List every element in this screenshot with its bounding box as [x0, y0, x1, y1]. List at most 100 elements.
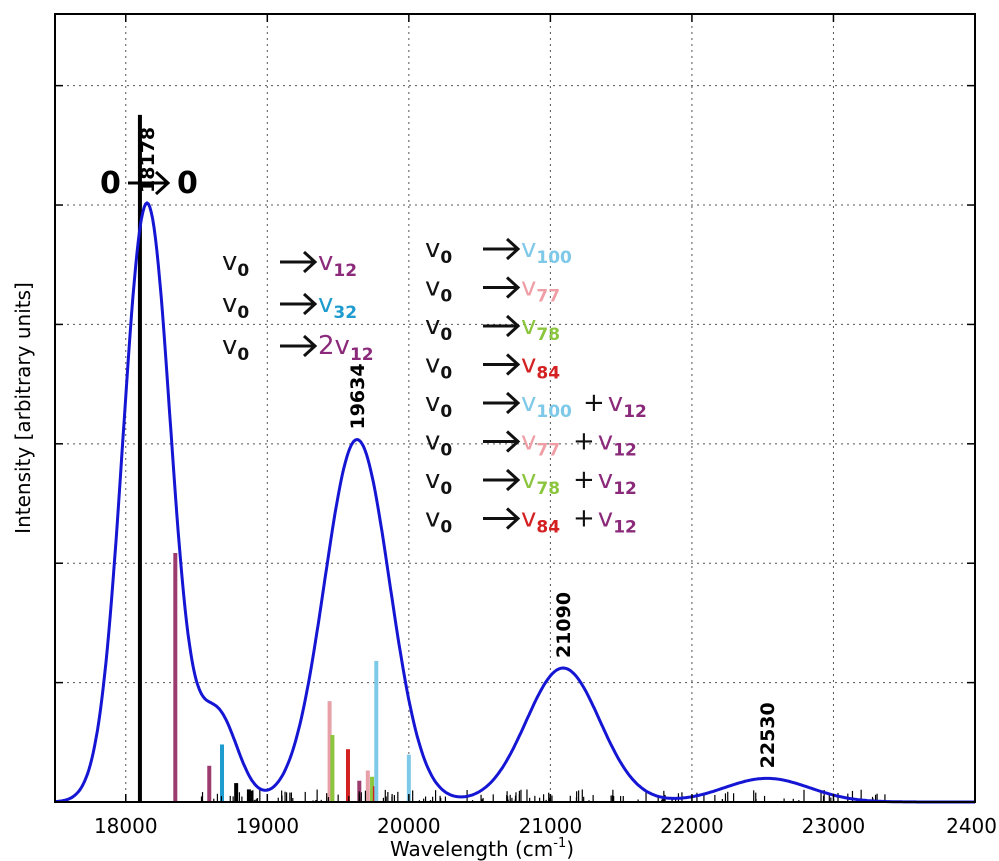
right-annotation-base-symbol-5: v: [425, 427, 440, 457]
stick-13: [374, 660, 379, 802]
right-annotation-plus-sign-5: +: [573, 427, 595, 457]
right-annotation-plus-sub-6: 12: [613, 479, 637, 499]
right-annotation-target-3: v84: [521, 350, 560, 384]
left-annotation-row-2: v0 2v12: [222, 331, 374, 365]
right-annotation-base-sub-6: 0: [440, 479, 452, 499]
right-annotation-target-4: v100: [521, 388, 572, 422]
right-annotation-row-3: v0 v84: [425, 350, 560, 384]
right-annotation-base-5: v0: [425, 427, 452, 461]
right-annotation-plus-7: + v12: [573, 504, 637, 538]
left-annotation-target-2: 2v12: [318, 331, 374, 365]
right-annotation-plus-symbol-4: v: [608, 388, 623, 418]
stick-6: [327, 701, 332, 802]
left-annotation-base-1: v0: [222, 289, 249, 323]
y-axis-ticks: [55, 84, 975, 684]
left-annotation-target-symbol-1: v: [318, 289, 333, 319]
right-annotation-base-sub-4: 0: [440, 402, 452, 422]
envelope-line: [54, 201, 975, 804]
right-annotation-target-symbol-7: v: [521, 504, 536, 534]
right-annotation-plus-symbol-5: v: [598, 427, 613, 457]
right-annotation-arrow-head-5: [505, 430, 521, 453]
right-annotation-plus-symbol-7: v: [598, 504, 613, 534]
right-annotation-plus-sign-6: +: [573, 465, 595, 495]
right-annotation-plus-sub-5: 12: [613, 441, 637, 461]
zero-arrow-head: [154, 170, 171, 196]
right-annotation-plus-sign-7: +: [573, 504, 595, 534]
right-annotation-row-2: v0 v78: [425, 311, 560, 345]
right-annotation-target-2: v78: [521, 311, 560, 345]
right-annotation-target-1: v77: [521, 273, 560, 307]
right-annotation-target-symbol-0: v: [521, 234, 536, 264]
right-annotation-base-sub-0: 0: [440, 248, 452, 268]
left-annotation-row-0: v0 v12: [222, 247, 357, 281]
left-annotation-base-sub-1: 0: [237, 303, 249, 323]
left-annotation-target-sub-0: 12: [333, 261, 357, 281]
right-annotation-target-sub-0: 100: [536, 248, 572, 268]
left-annotation-target-symbol-2: v: [335, 331, 350, 361]
x-axis-ticks: 18000 19000 20000 21000 22000 23000 2400: [94, 14, 997, 838]
stick-0: [137, 114, 142, 802]
left-annotation-arrow-head-0: [302, 250, 318, 274]
stick-8: [345, 749, 350, 802]
right-annotation-arrow-head-4: [505, 391, 521, 415]
stick-1: [173, 552, 178, 802]
right-annotation-target-sub-1: 77: [536, 287, 560, 307]
left-annotation-base-0: v0: [222, 247, 249, 281]
right-annotation-target-sub-2: 78: [536, 325, 560, 345]
left-annotation-row-1: v0 v32: [222, 289, 357, 323]
right-annotation-target-symbol-3: v: [521, 350, 536, 380]
peak-labels: 18178 19634 21090 22530: [137, 127, 779, 768]
right-annotation-arrow-head-1: [505, 276, 521, 299]
right-annotation-row-7: v 0 v84 + v12: [425, 504, 637, 538]
right-annotation-base-sub-3: 0: [440, 364, 452, 384]
x-axis-label-text: Wavelength (cm: [390, 837, 553, 861]
right-annotation-target-symbol-4: v: [521, 388, 536, 418]
stick-5: [246, 789, 251, 802]
right-annotation-arrow-head-7: [505, 507, 521, 530]
right-annotation-base-sub-7: 0: [440, 518, 452, 538]
right-annotation-base-symbol-2: v: [425, 311, 440, 341]
right-annotation-arrow-head-3: [505, 353, 521, 376]
peak-label-3: 21090: [553, 592, 575, 658]
peak-label-2: 19634: [347, 363, 369, 429]
left-annotation-target-sub-1: 32: [333, 303, 357, 323]
right-annotation-plus-5: + v12: [573, 427, 637, 461]
stick-2: [207, 765, 212, 802]
x-tick-label-0: 18000: [94, 814, 158, 838]
left-annotation-target-1: v32: [318, 289, 357, 323]
left-annotation-base-2: v0: [222, 331, 249, 365]
right-annotation-base-symbol-6: v: [425, 465, 440, 495]
left-annotation-arrow-head-1: [302, 292, 318, 316]
plot-frame: [54, 13, 976, 803]
x-tick-label-3: 21000: [519, 814, 583, 838]
right-annotation-base-sub-5: 0: [440, 441, 452, 461]
left-annotation-target-coef-2: 2: [318, 331, 335, 361]
right-annotation-target-sub-3: 84: [536, 364, 560, 384]
right-annotation-target-sub-5: 77: [536, 441, 560, 461]
right-annotation-base-6: v0: [425, 465, 452, 499]
zero-zero-annotation: 0 0: [100, 166, 198, 201]
x-axis-label-close: ): [566, 837, 574, 861]
left-annotation-arrow-head-2: [302, 334, 318, 358]
right-annotation-target-symbol-6: v: [521, 465, 536, 495]
right-annotation-target-7: v84: [521, 504, 560, 538]
right-annotation-base-3: v0: [425, 350, 452, 384]
stick-7: [330, 735, 335, 802]
right-annotation-target-sub-6: 78: [536, 479, 560, 499]
right-annotation-target-sub-4: 100: [536, 402, 572, 422]
right-annotation-base-sub-1: 0: [440, 287, 452, 307]
right-annotation-target-6: v78: [521, 465, 560, 499]
right-annotation-target-symbol-2: v: [521, 311, 536, 341]
right-annotation-plus-4: + v12: [583, 388, 647, 422]
right-annotation-base-symbol-4: v: [425, 388, 440, 418]
left-annotation-base-symbol-2: v: [222, 331, 237, 361]
stick-4: [234, 783, 239, 802]
left-annotation-target-sub-2: 12: [350, 345, 374, 365]
x-tick-label-2: 20000: [377, 814, 441, 838]
x-axis-label-sup: -1: [553, 836, 566, 851]
right-annotation-row-5: v0 v77 + v12: [425, 427, 637, 461]
left-annotation-target-symbol-0: v: [318, 247, 333, 277]
x-axis-label: Wavelength (cm-1): [390, 836, 574, 861]
